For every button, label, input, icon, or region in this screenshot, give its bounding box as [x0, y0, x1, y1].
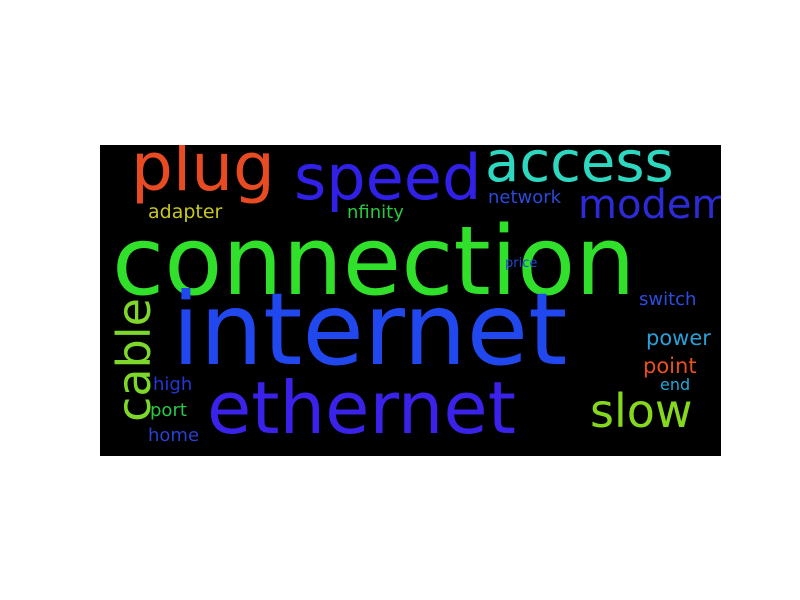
word-connection: connection — [112, 207, 636, 317]
word-nfinity: nfinity — [347, 202, 404, 223]
word-cloud: plug speed access adapter nfinity networ… — [100, 145, 721, 456]
word-high: high — [153, 374, 193, 395]
word-home: home — [148, 425, 200, 446]
word-end: end — [660, 375, 691, 394]
word-speed: speed — [294, 145, 482, 214]
word-price: price — [505, 256, 538, 271]
word-slow: slow — [590, 384, 693, 438]
word-port: port — [150, 400, 187, 421]
word-plug: plug — [131, 145, 275, 206]
word-point: point — [643, 354, 697, 378]
word-access: access — [485, 145, 674, 195]
word-switch: switch — [639, 289, 697, 310]
word-adapter: adapter — [148, 201, 223, 223]
word-network: network — [488, 187, 562, 208]
word-modem: modem — [578, 182, 721, 228]
word-power: power — [646, 326, 711, 350]
word-ethernet: ethernet — [207, 366, 516, 450]
word-internet: internet — [172, 271, 568, 388]
